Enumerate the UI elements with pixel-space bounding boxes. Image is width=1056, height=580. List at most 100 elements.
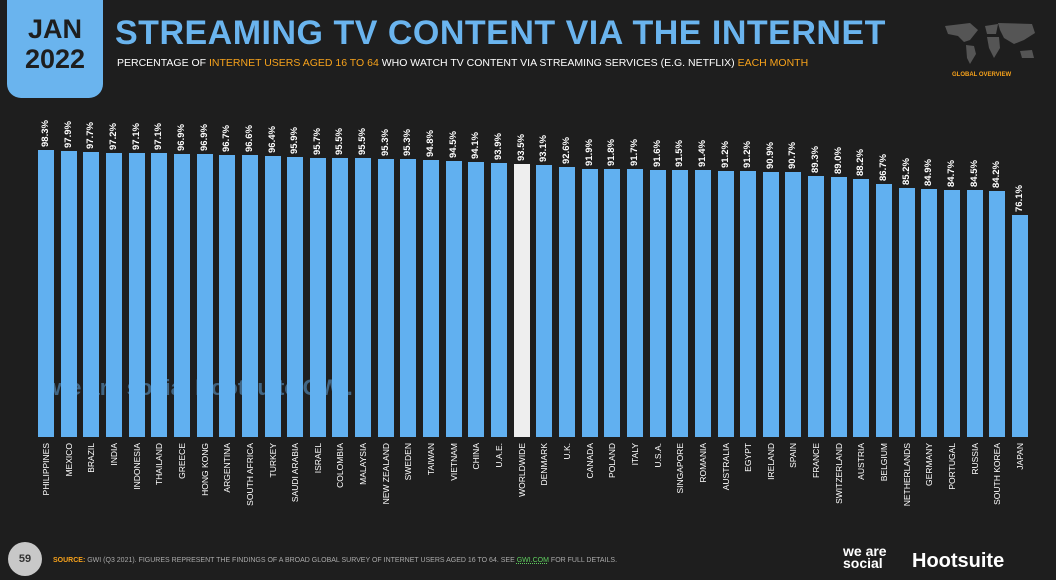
category-label: CANADA xyxy=(584,443,595,479)
value-label: 91.5% xyxy=(674,139,686,167)
bar-taiwan xyxy=(423,160,440,437)
value-label: 91.6% xyxy=(651,139,663,167)
value-label: 91.4% xyxy=(696,140,708,168)
bar-egypt xyxy=(740,170,757,437)
category-label: U.S.A. xyxy=(652,443,663,468)
category-label: GERMANY xyxy=(924,443,935,486)
bar-worldwide xyxy=(513,163,530,437)
bar-saudi-arabia xyxy=(287,156,304,437)
category-label: PHILIPPINES xyxy=(41,443,51,496)
category-label: INDONESIA xyxy=(131,443,142,490)
value-label: 91.8% xyxy=(606,139,618,166)
bar-italy xyxy=(626,169,643,437)
date-badge: JAN 2022 xyxy=(7,0,103,98)
category-label: AUSTRALIA xyxy=(720,443,731,491)
value-label: 94.1% xyxy=(470,132,482,160)
bar-austria xyxy=(853,179,870,437)
value-label: 89.0% xyxy=(832,147,844,175)
bar-chart: 98.3% PHILIPPINES 97.9% MEXICO 97.7% BRAZIL 97… xyxy=(38,120,1028,506)
value-label: 91.9% xyxy=(583,138,595,166)
category-label: DENMARK xyxy=(539,443,550,486)
bar-belgium xyxy=(876,183,893,437)
value-label: 88.2% xyxy=(855,149,867,177)
category-label: EGYPT xyxy=(743,443,754,472)
value-label: 84.2% xyxy=(991,161,1003,189)
value-label: 76.1% xyxy=(1013,184,1025,212)
bar-thailand xyxy=(151,153,168,437)
category-label: GREECE xyxy=(176,443,187,479)
value-label: 97.9% xyxy=(62,121,74,149)
page-title: STREAMING TV CONTENT VIA THE INTERNET xyxy=(115,14,886,52)
value-label: 93.9% xyxy=(493,132,504,160)
bar-japan xyxy=(1011,214,1028,437)
category-label: TAIWAN xyxy=(426,443,437,476)
category-label: SAUDI ARABIA xyxy=(290,443,301,503)
value-label: 95.3% xyxy=(379,128,391,156)
source-note: SOURCE: GWI (Q3 2021). FIGURES REPRESENT… xyxy=(53,557,618,564)
category-label: MEXICO xyxy=(63,443,74,477)
bar-ireland xyxy=(762,171,779,437)
value-label: 97.1% xyxy=(153,123,165,151)
bar-mexico xyxy=(60,151,77,437)
category-label: RUSSIA xyxy=(969,443,980,475)
value-label: 97.2% xyxy=(107,123,119,151)
value-label: 95.3% xyxy=(402,128,414,156)
value-label: 96.9% xyxy=(175,124,187,152)
bar-u-s-a- xyxy=(649,169,666,437)
bar-philippines xyxy=(38,149,54,437)
category-label: IRELAND xyxy=(765,443,776,480)
bar-turkey xyxy=(264,155,281,437)
category-label: ISRAEL xyxy=(312,443,323,474)
bar-australia xyxy=(717,170,734,437)
bar-france xyxy=(808,176,825,437)
category-label: SOUTH AFRICA xyxy=(244,443,255,506)
category-label: POLAND xyxy=(607,443,618,478)
category-label: CHINA xyxy=(471,443,482,470)
bar-denmark xyxy=(536,165,553,437)
bar-germany xyxy=(921,189,938,437)
value-label: 90.9% xyxy=(764,141,776,169)
value-label: 91.7% xyxy=(628,139,640,167)
value-label: 84.7% xyxy=(946,159,957,187)
world-map-icon xyxy=(945,23,1035,64)
value-label: 96.6% xyxy=(243,124,255,152)
value-label: 92.6% xyxy=(560,136,572,164)
value-label: 94.5% xyxy=(447,131,459,159)
category-label: SWITZERLAND xyxy=(833,443,844,504)
bar-argentina xyxy=(219,154,236,437)
category-label: U.A.E. xyxy=(494,443,504,468)
category-label: FRANCE xyxy=(811,443,822,478)
value-label: 97.7% xyxy=(85,121,97,149)
category-label: SPAIN xyxy=(788,443,799,468)
date-year: 2022 xyxy=(24,44,86,74)
value-label: 94.8% xyxy=(425,130,437,158)
value-label: 98.3% xyxy=(40,120,51,147)
value-label: 91.2% xyxy=(719,140,731,168)
bar-china xyxy=(468,162,485,437)
value-label: 96.4% xyxy=(266,125,278,153)
value-label: 91.2% xyxy=(742,140,754,168)
category-label: BELGIUM xyxy=(879,443,890,482)
value-label: 84.9% xyxy=(923,159,935,187)
value-label: 85.2% xyxy=(900,158,912,186)
source-link[interactable]: GWI.COM xyxy=(516,557,549,564)
category-label: AUSTRIA xyxy=(856,443,867,480)
category-label: SINGAPORE xyxy=(675,443,686,494)
bar-netherlands xyxy=(898,188,915,437)
bar-canada xyxy=(581,168,598,437)
bar-greece xyxy=(173,154,190,437)
bar-portugal xyxy=(944,189,960,437)
bar-sweden xyxy=(400,158,417,437)
category-label: VIETNAM xyxy=(448,443,459,481)
bar-romania xyxy=(694,170,711,437)
category-label: WORLDWIDE xyxy=(516,443,527,497)
category-label: JAPAN xyxy=(1014,443,1025,470)
category-label: THAILAND xyxy=(154,443,165,486)
value-label: 93.5% xyxy=(515,134,527,161)
bar-israel xyxy=(309,157,326,437)
value-label: 97.1% xyxy=(130,123,142,151)
category-label: SOUTH KOREA xyxy=(992,443,1003,505)
bar-russia xyxy=(966,190,983,437)
value-label: 96.7% xyxy=(221,124,233,152)
category-label: MALAYSIA xyxy=(358,443,369,485)
